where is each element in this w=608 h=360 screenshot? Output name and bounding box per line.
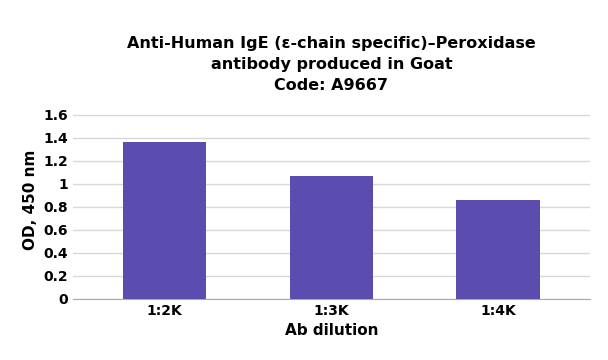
Y-axis label: OD, 450 nm: OD, 450 nm xyxy=(22,150,38,250)
Bar xyxy=(457,201,540,299)
Title: Anti-Human IgE (ε-chain specific)–Peroxidase
antibody produced in Goat
Code: A96: Anti-Human IgE (ε-chain specific)–Peroxi… xyxy=(127,36,536,93)
Bar xyxy=(123,142,206,299)
X-axis label: Ab dilution: Ab dilution xyxy=(285,323,378,338)
Bar xyxy=(289,176,373,299)
